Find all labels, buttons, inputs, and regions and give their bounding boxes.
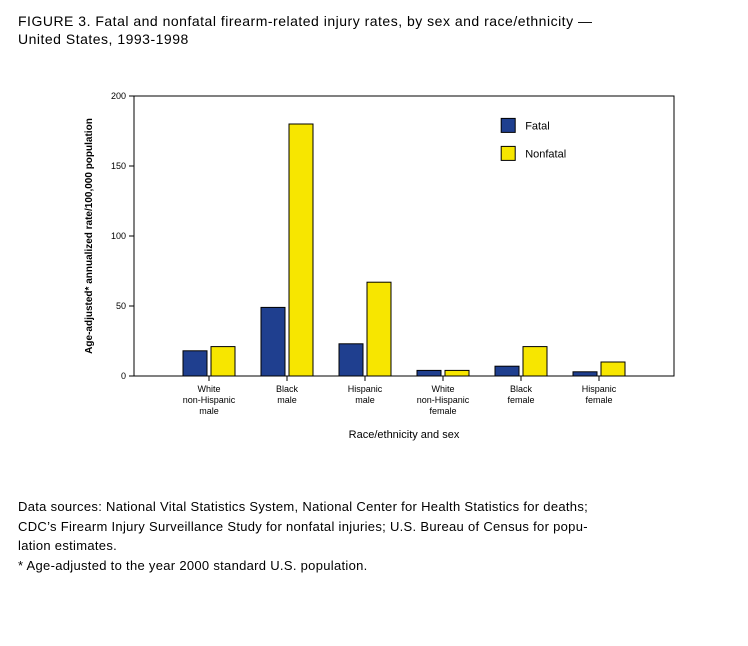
bar [573, 372, 597, 376]
footnote-sources-3: lation estimates. [18, 537, 730, 555]
x-tick-label: female [507, 395, 534, 405]
bar [289, 124, 313, 376]
footnote-asterisk: * Age-adjusted to the year 2000 standard… [18, 557, 730, 575]
y-tick-label: 150 [111, 161, 126, 171]
x-tick-label: non-Hispanic [183, 395, 236, 405]
bar [367, 283, 391, 377]
legend-swatch [501, 147, 515, 161]
legend-label: Fatal [525, 121, 549, 133]
x-tick-label: male [277, 395, 297, 405]
x-tick-label: male [199, 406, 219, 416]
legend-swatch [501, 119, 515, 133]
bar [417, 371, 441, 377]
figure-title-line1: FIGURE 3. Fatal and nonfatal firearm-rel… [18, 13, 592, 29]
x-tick-label: Black [276, 384, 299, 394]
x-tick-label: Black [510, 384, 533, 394]
bar [445, 371, 469, 377]
chart-container: 050100150200Whitenon-HispanicmaleBlackma… [18, 76, 730, 456]
x-tick-label: male [355, 395, 375, 405]
y-axis-label: Age-adjusted* annualized rate/100,000 po… [84, 119, 95, 355]
x-tick-label: female [429, 406, 456, 416]
y-tick-label: 100 [111, 231, 126, 241]
bar [523, 347, 547, 376]
bar-chart: 050100150200Whitenon-HispanicmaleBlackma… [54, 76, 694, 456]
bar [261, 308, 285, 377]
bar [495, 367, 519, 377]
legend-label: Nonfatal [525, 149, 566, 161]
y-tick-label: 50 [116, 301, 126, 311]
x-tick-label: Hispanic [348, 384, 383, 394]
x-tick-label: non-Hispanic [417, 395, 470, 405]
figure-title: FIGURE 3. Fatal and nonfatal firearm-rel… [18, 12, 730, 48]
bar [339, 344, 363, 376]
x-tick-label: female [585, 395, 612, 405]
bar [183, 351, 207, 376]
footnote-sources-2: CDC’s Firearm Injury Surveillance Study … [18, 518, 730, 536]
figure-title-line2: United States, 1993-1998 [18, 31, 189, 47]
x-tick-label: Hispanic [582, 384, 617, 394]
footnote-sources-1: Data sources: National Vital Statistics … [18, 498, 730, 516]
x-axis-label: Race/ethnicity and sex [349, 429, 460, 441]
y-tick-label: 0 [121, 371, 126, 381]
y-tick-label: 200 [111, 91, 126, 101]
bar [211, 347, 235, 376]
bar [601, 362, 625, 376]
x-tick-label: White [431, 384, 454, 394]
footnotes: Data sources: National Vital Statistics … [18, 498, 730, 574]
x-tick-label: White [197, 384, 220, 394]
plot-area [134, 96, 674, 376]
